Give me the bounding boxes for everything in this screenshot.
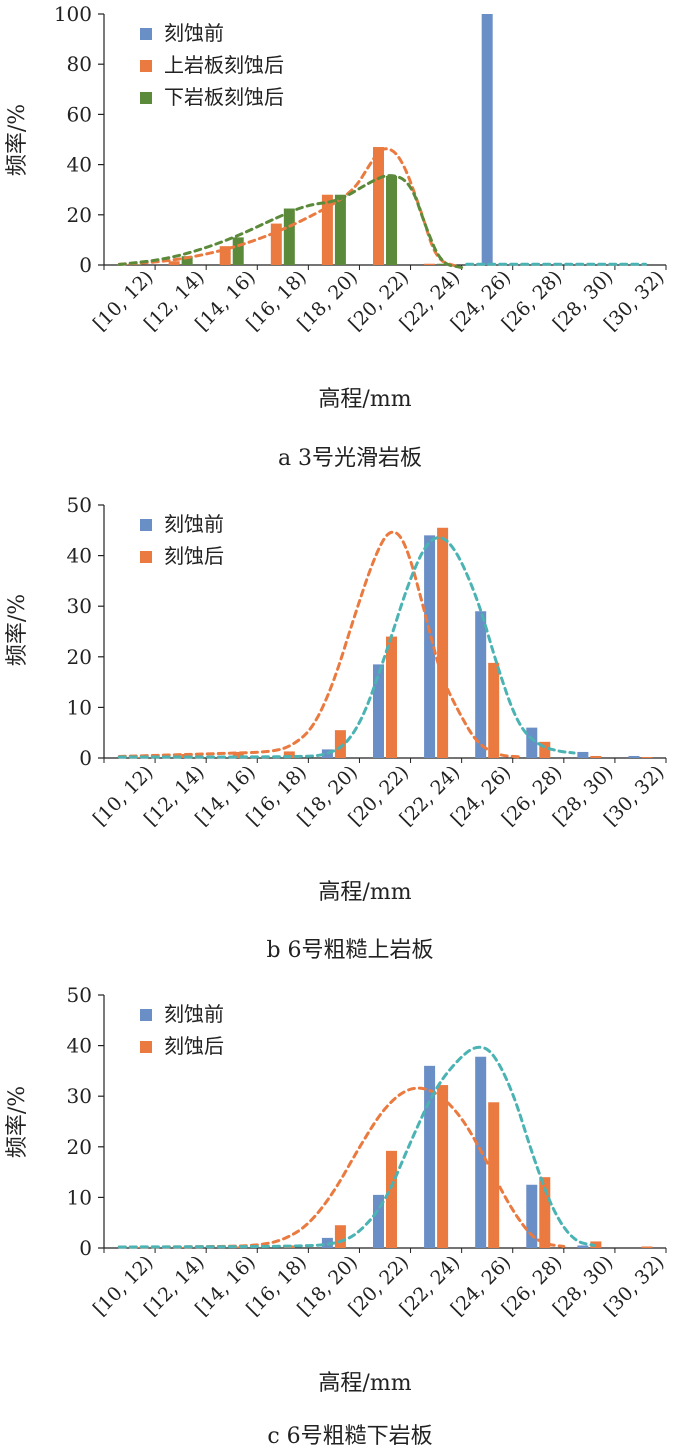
caption-a: a 3号光滑岩板 (277, 446, 423, 471)
legend-label: 上岩板刻蚀后 (164, 53, 284, 77)
bar-before (577, 1245, 589, 1248)
legend-swatch (140, 1009, 152, 1021)
bar-before (373, 1194, 384, 1248)
bar-after-1 (232, 751, 244, 758)
bar-after-1 (270, 223, 282, 265)
trendline (117, 530, 525, 759)
y-tick-label: 30 (67, 594, 92, 618)
y-tick-label: 60 (67, 102, 92, 126)
bar-after-1 (334, 1225, 346, 1248)
caption-c: c 6号粗糙下岩板 (267, 1424, 433, 1449)
bar-before (424, 535, 436, 758)
bar-after-1 (539, 741, 551, 758)
bar-before (475, 611, 487, 758)
y-tick-label: 80 (67, 52, 92, 76)
chart-panel-c: 0 10 20 30 40 50 频率/% [10, 12) [12, 14) [14, 16)[… (0, 970, 700, 1455)
y-tick-label: 40 (67, 153, 92, 177)
chart-panel-a: 0 20 40 60 80 100 频率/% [10, 12) [12, 14) [14, 16)… (0, 0, 700, 485)
bar-after-2 (181, 256, 193, 265)
bar-after-1 (321, 194, 333, 265)
y-tick-label: 0 (79, 253, 92, 277)
legend-swatch (140, 92, 152, 104)
bar-after-1 (437, 1085, 449, 1248)
legend-swatch (140, 28, 152, 40)
bar-after-1 (373, 147, 384, 265)
legend-swatch (140, 551, 152, 563)
x-axis-label: 高程/mm (318, 387, 411, 412)
bar-after-1 (219, 246, 231, 265)
y-tick-label: 50 (67, 983, 92, 1007)
y-tick-label: 50 (67, 493, 92, 517)
bar-after-1 (386, 1150, 397, 1248)
y-tick-label: 100 (54, 2, 92, 26)
y-tick-label: 0 (79, 746, 92, 770)
bar-after-1 (283, 751, 295, 758)
bar-after-1 (641, 756, 653, 758)
y-tick-label: 40 (67, 544, 92, 568)
bar-after-1 (641, 1246, 653, 1248)
bar-after-1 (386, 636, 397, 758)
bar-after-1 (488, 1102, 500, 1248)
bar-after-2 (334, 194, 346, 265)
legend-label: 刻蚀前 (164, 512, 224, 536)
bar-after-2 (386, 175, 397, 265)
y-tick-label: 20 (67, 203, 92, 227)
bar-after-2 (283, 208, 295, 265)
legend-label: 刻蚀后 (164, 1034, 224, 1058)
bar-after-1 (334, 730, 346, 758)
x-axis-label: 高程/mm (318, 880, 411, 905)
bar-after-1 (590, 755, 602, 758)
trendline (117, 536, 576, 759)
y-tick-label: 30 (67, 1084, 92, 1108)
y-tick-label: 0 (79, 1236, 92, 1260)
trendline (117, 174, 464, 270)
bar-after-1 (232, 1246, 244, 1248)
bar-after-1 (437, 527, 449, 758)
legend-label: 刻蚀前 (164, 21, 224, 45)
legend-label: 刻蚀后 (164, 544, 224, 568)
legend-label: 刻蚀前 (164, 1002, 224, 1026)
bar-before (481, 14, 493, 265)
y-tick-label: 20 (67, 645, 92, 669)
bar-after-1 (488, 662, 500, 758)
bar-before (526, 1184, 538, 1248)
bar-after-1 (424, 263, 436, 265)
legend-swatch (140, 60, 152, 72)
y-tick-label: 20 (67, 1135, 92, 1159)
y-tick-label: 10 (67, 695, 92, 719)
bar-before (577, 751, 589, 758)
chart-panel-b: 0 10 20 30 40 50 频率/% [10, 12) [12, 14) [14, 16)[… (0, 485, 700, 970)
bar-before (526, 727, 538, 758)
y-axis-label: 频率/% (5, 104, 30, 176)
legend-label: 下岩板刻蚀后 (164, 85, 284, 109)
trendline (117, 1045, 596, 1249)
y-axis-label: 频率/% (5, 1086, 30, 1158)
x-axis-label: 高程/mm (318, 1371, 411, 1396)
legend-swatch (140, 1041, 152, 1053)
bar-before (628, 755, 640, 758)
bar-after-1 (539, 1177, 551, 1248)
bar-before (321, 1237, 333, 1248)
bar-after-1 (168, 261, 180, 265)
bar-before (373, 664, 384, 758)
bar-after-1 (590, 1241, 602, 1248)
bar-before (424, 1065, 436, 1248)
legend-swatch (140, 519, 152, 531)
y-axis-label: 频率/% (5, 594, 30, 666)
bar-after-2 (437, 263, 449, 265)
y-tick-label: 40 (67, 1034, 92, 1058)
bar-after-2 (232, 237, 244, 265)
caption-b: b 6号粗糙上岩板 (266, 938, 434, 963)
y-tick-label: 10 (67, 1185, 92, 1209)
